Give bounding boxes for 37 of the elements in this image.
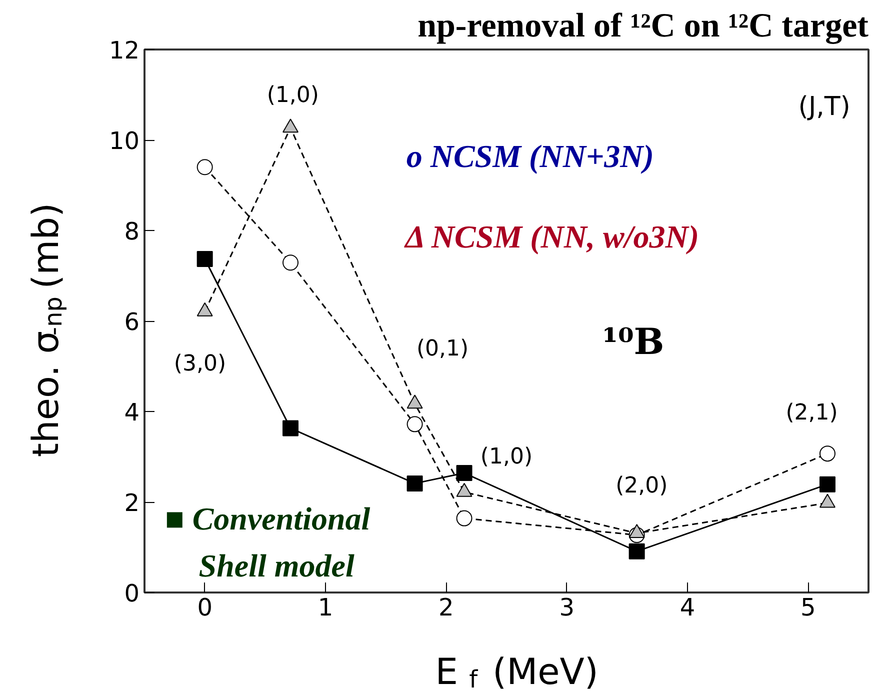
point xyxy=(406,416,423,432)
x-tick-label: 0 xyxy=(197,594,212,622)
annotation: ¹⁰B xyxy=(602,320,664,363)
point xyxy=(196,159,213,176)
annotation: (3,0) xyxy=(174,351,226,376)
x-tick-label: 2 xyxy=(438,594,454,622)
annotation: (0,1) xyxy=(416,336,469,362)
point xyxy=(282,420,299,436)
y-tick-label: 6 xyxy=(124,308,140,336)
annotation: o NCSM (NN+3N) xyxy=(406,138,654,174)
point xyxy=(628,543,645,560)
x-tick-label: 3 xyxy=(559,594,574,622)
annotation: (2,1) xyxy=(786,400,838,426)
y-tick-label: 2 xyxy=(124,489,140,517)
annotation: ■ Conventional xyxy=(165,500,370,536)
x-tick-label: 4 xyxy=(680,594,696,622)
x-tick-label: 1 xyxy=(318,594,334,622)
annotation: Δ NCSM (NN, w/o3N) xyxy=(403,218,700,254)
y-tick-label: 8 xyxy=(124,218,140,246)
chart-title: np-removal of ¹²C on ¹²C target xyxy=(418,8,870,44)
y-tick-label: 4 xyxy=(124,398,140,426)
y-tick-label: 12 xyxy=(108,36,140,64)
y-axis-title: theo. σ-np (mb) xyxy=(26,202,68,458)
annotation: (2,0) xyxy=(616,474,668,499)
annotation: (1,0) xyxy=(266,83,319,108)
annotation: Shell model xyxy=(198,547,354,584)
point xyxy=(819,476,836,492)
annotation: (J,T) xyxy=(798,92,850,122)
y-tick-label: 10 xyxy=(108,127,140,155)
x-tick-label: 5 xyxy=(800,594,816,622)
point xyxy=(406,475,423,492)
point xyxy=(819,446,836,462)
point xyxy=(456,465,472,482)
point xyxy=(456,510,472,526)
annotation: (1,0) xyxy=(480,444,533,470)
point xyxy=(282,254,299,271)
point xyxy=(196,251,213,268)
